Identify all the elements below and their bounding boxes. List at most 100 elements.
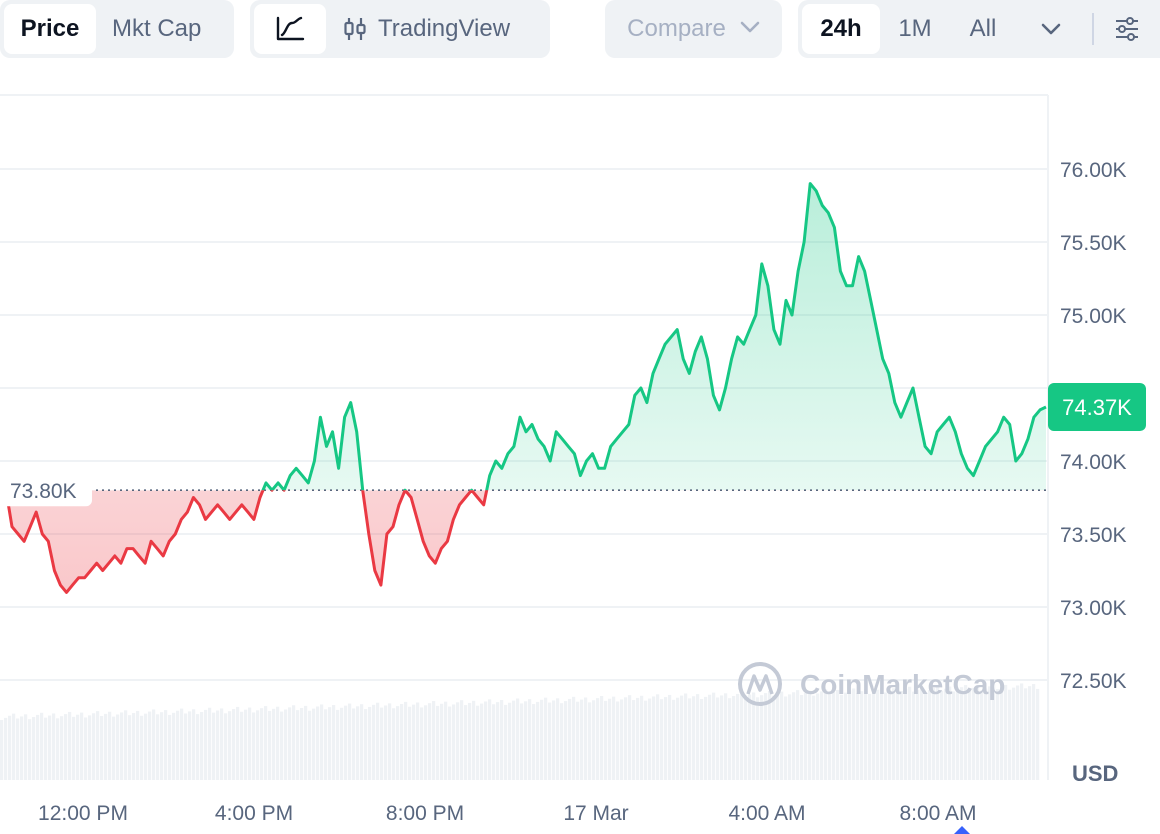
volume-bar — [124, 710, 128, 780]
volume-bar — [72, 716, 76, 780]
volume-bar — [572, 696, 576, 780]
chart-settings-button[interactable] — [1100, 4, 1154, 54]
scroll-marker-icon[interactable] — [954, 826, 970, 834]
volume-bar — [660, 699, 664, 780]
volume-bar — [1036, 688, 1040, 780]
range-all-button[interactable]: All — [969, 15, 997, 42]
price-area-up — [6, 183, 1046, 491]
volume-bar — [992, 684, 996, 780]
volume-bar — [448, 706, 452, 780]
range-more-button[interactable] — [1016, 4, 1086, 54]
volume-bar — [928, 690, 932, 780]
volume-bar — [804, 692, 808, 780]
mktcap-tab[interactable]: Mkt Cap — [112, 15, 202, 42]
volume-bar — [500, 700, 504, 780]
y-tick-label: 73.50K — [1060, 524, 1127, 547]
volume-bar — [36, 714, 40, 780]
volume-bar — [844, 692, 848, 780]
volume-bar — [276, 706, 280, 780]
volume-bar — [200, 712, 204, 780]
volume-bar — [672, 699, 676, 780]
volume-bar — [132, 713, 136, 780]
volume-bar — [456, 702, 460, 780]
volume-bar — [252, 712, 256, 780]
volume-bar — [768, 690, 772, 780]
x-tick-label: 12:00 PM — [38, 802, 128, 825]
volume-bar — [788, 694, 792, 780]
volume-bar — [920, 687, 924, 780]
volume-bar — [1024, 688, 1028, 780]
volume-bar — [0, 720, 4, 780]
volume-bar — [12, 713, 16, 780]
volume-bar — [976, 685, 980, 780]
volume-bar — [240, 711, 244, 780]
volume-bar — [972, 687, 976, 780]
coinmarketcap-logo-icon — [738, 662, 782, 706]
volume-bar — [140, 715, 144, 780]
time-range-toggle: 24h 1M All — [798, 0, 1160, 58]
y-tick-label: 74.00K — [1060, 451, 1127, 474]
volume-bar — [492, 704, 496, 780]
volume-bar — [468, 702, 472, 780]
price-tab[interactable]: Price — [4, 4, 96, 54]
volume-bar — [8, 715, 12, 780]
volume-bar — [936, 685, 940, 780]
volume-bar — [404, 701, 408, 780]
volume-bar — [440, 703, 444, 780]
volume-bar — [592, 700, 596, 780]
volume-bar — [644, 700, 648, 780]
volume-bar — [856, 693, 860, 780]
volume-bar — [884, 692, 888, 780]
volume-bar — [188, 711, 192, 780]
baseline-label-text: 73.80K — [10, 480, 77, 503]
volume-bar — [444, 701, 448, 780]
volume-bar — [560, 703, 564, 780]
volume-bar — [108, 711, 112, 780]
volume-bar — [520, 703, 524, 780]
volume-bar — [1020, 683, 1024, 780]
tradingview-button[interactable]: TradingView — [326, 4, 526, 54]
volume-bar — [576, 701, 580, 780]
compare-dropdown[interactable]: Compare — [605, 0, 782, 58]
volume-bar — [744, 696, 748, 780]
volume-bar — [480, 703, 484, 780]
volume-bar — [48, 715, 52, 780]
volume-bar — [764, 693, 768, 780]
volume-bar — [544, 697, 548, 780]
volume-bar — [700, 699, 704, 780]
volume-bar — [268, 710, 272, 780]
volume-bar — [356, 706, 360, 780]
y-tick-label: 76.00K — [1060, 159, 1127, 182]
volume-bar — [748, 694, 752, 780]
volume-bar — [532, 704, 536, 780]
volume-bar — [988, 686, 992, 780]
candlestick-icon — [342, 16, 368, 42]
volume-bar — [516, 698, 520, 780]
y-tick-label: 75.00K — [1060, 305, 1127, 328]
volume-bar — [836, 689, 840, 780]
volume-bar — [148, 711, 152, 780]
volume-bar — [876, 689, 880, 780]
price-line-up — [5, 182, 1047, 491]
x-axis: 12:00 PM 4:00 PM 8:00 PM 17 Mar 4:00 AM 8:00 … — [38, 802, 976, 825]
volume-bar — [944, 688, 948, 780]
volume-bar — [684, 693, 688, 780]
volume-bar — [20, 716, 24, 780]
volume-bar — [940, 690, 944, 780]
volume-bar — [68, 711, 72, 780]
volume-bar — [720, 695, 724, 780]
volume-bar — [664, 697, 668, 780]
volume-bar — [192, 709, 196, 780]
volume-bar — [952, 691, 956, 780]
line-chart-icon — [275, 16, 305, 42]
volume-bar — [292, 705, 296, 780]
volume-bar — [1004, 684, 1008, 780]
price-line — [4, 182, 1047, 594]
range-1m-button[interactable]: 1M — [898, 15, 932, 42]
volume-bar — [888, 690, 892, 780]
range-24h-button[interactable]: 24h — [802, 4, 880, 54]
line-chart-button[interactable] — [254, 4, 326, 54]
x-tick-label: 8:00 AM — [899, 802, 976, 825]
volume-bar — [548, 702, 552, 780]
